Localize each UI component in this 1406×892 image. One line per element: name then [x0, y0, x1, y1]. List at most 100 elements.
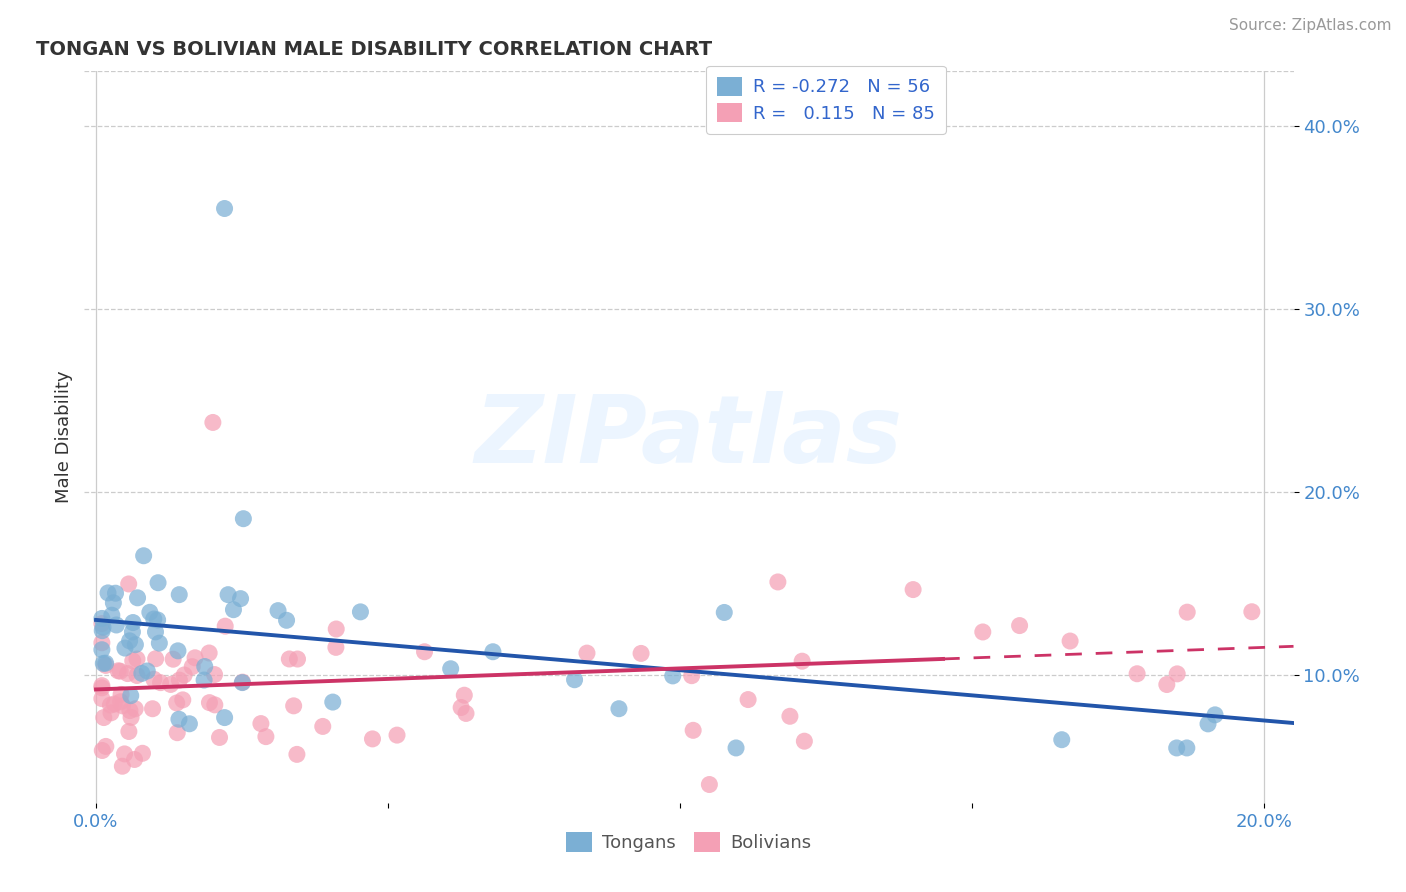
- Point: [173, 668, 195, 682]
- Point: [361, 731, 384, 746]
- Point: [254, 730, 277, 744]
- Point: [1156, 677, 1178, 691]
- Point: [681, 668, 703, 682]
- Point: [146, 575, 169, 590]
- Point: [1050, 732, 1073, 747]
- Point: [204, 667, 226, 681]
- Point: [779, 709, 801, 723]
- Point: [94, 739, 117, 754]
- Point: [250, 716, 273, 731]
- Point: [179, 716, 201, 731]
- Point: [107, 664, 129, 678]
- Point: [232, 675, 254, 690]
- Point: [349, 605, 371, 619]
- Point: [162, 652, 184, 666]
- Point: [204, 698, 226, 712]
- Point: [91, 657, 114, 671]
- Point: [453, 688, 475, 702]
- Point: [276, 613, 298, 627]
- Point: [214, 202, 236, 216]
- Point: [139, 605, 162, 619]
- Point: [114, 641, 136, 656]
- Legend: Tongans, Bolivians: Tongans, Bolivians: [560, 825, 818, 860]
- Point: [103, 697, 125, 711]
- Point: [1166, 740, 1188, 755]
- Point: [142, 672, 165, 686]
- Point: [682, 723, 704, 738]
- Text: TONGAN VS BOLIVIAN MALE DISABILITY CORRELATION CHART: TONGAN VS BOLIVIAN MALE DISABILITY CORRE…: [37, 39, 711, 59]
- Point: [725, 740, 748, 755]
- Point: [285, 747, 308, 762]
- Point: [125, 652, 148, 666]
- Point: [287, 652, 309, 666]
- Point: [607, 702, 630, 716]
- Point: [450, 700, 472, 714]
- Point: [214, 619, 236, 633]
- Point: [713, 606, 735, 620]
- Point: [208, 731, 231, 745]
- Point: [120, 689, 142, 703]
- Point: [1175, 740, 1198, 755]
- Point: [91, 624, 114, 638]
- Point: [661, 669, 683, 683]
- Point: [322, 695, 344, 709]
- Point: [121, 654, 143, 668]
- Point: [110, 688, 132, 702]
- Point: [90, 611, 112, 625]
- Point: [181, 659, 204, 673]
- Point: [101, 608, 124, 623]
- Point: [124, 752, 146, 766]
- Point: [114, 747, 136, 761]
- Text: Source: ZipAtlas.com: Source: ZipAtlas.com: [1229, 18, 1392, 33]
- Point: [325, 640, 347, 655]
- Point: [146, 613, 169, 627]
- Point: [217, 588, 239, 602]
- Point: [201, 416, 224, 430]
- Point: [100, 698, 122, 712]
- Point: [103, 596, 125, 610]
- Point: [90, 681, 112, 695]
- Point: [145, 652, 167, 666]
- Point: [141, 702, 163, 716]
- Point: [145, 624, 167, 639]
- Point: [111, 759, 134, 773]
- Point: [413, 645, 436, 659]
- Point: [482, 645, 505, 659]
- Text: ZIPatlas: ZIPatlas: [475, 391, 903, 483]
- Point: [793, 734, 815, 748]
- Point: [118, 724, 141, 739]
- Point: [90, 642, 112, 657]
- Point: [91, 743, 114, 757]
- Point: [94, 658, 117, 673]
- Point: [167, 644, 190, 658]
- Point: [1059, 634, 1081, 648]
- Point: [131, 666, 153, 681]
- Point: [184, 650, 207, 665]
- Point: [194, 659, 217, 673]
- Point: [166, 696, 188, 710]
- Point: [214, 710, 236, 724]
- Point: [111, 698, 134, 713]
- Point: [564, 673, 586, 687]
- Point: [142, 612, 165, 626]
- Point: [440, 662, 463, 676]
- Point: [198, 646, 221, 660]
- Point: [127, 591, 149, 605]
- Point: [198, 696, 221, 710]
- Point: [229, 591, 252, 606]
- Point: [1175, 605, 1198, 619]
- Point: [166, 725, 188, 739]
- Point: [132, 549, 155, 563]
- Point: [1008, 618, 1031, 632]
- Point: [792, 654, 814, 668]
- Point: [136, 664, 159, 678]
- Point: [193, 673, 215, 687]
- Point: [167, 588, 190, 602]
- Point: [91, 620, 114, 634]
- Point: [1204, 707, 1226, 722]
- Point: [283, 698, 305, 713]
- Point: [97, 586, 120, 600]
- Point: [100, 706, 122, 720]
- Point: [148, 636, 170, 650]
- Point: [1126, 666, 1149, 681]
